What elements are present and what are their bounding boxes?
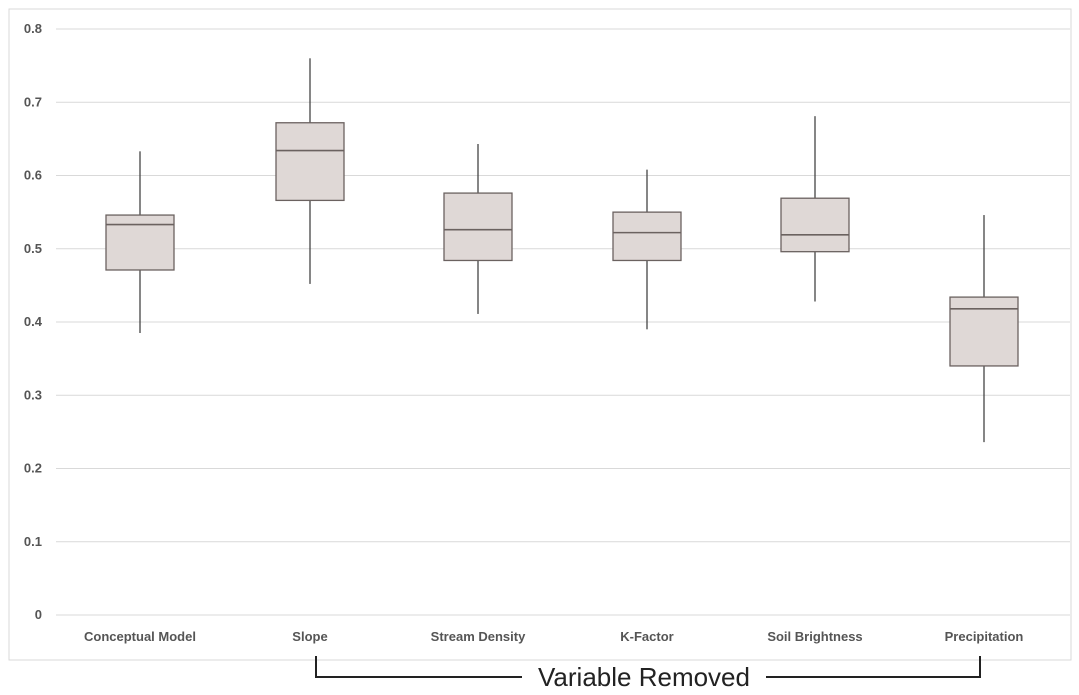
box bbox=[275, 122, 345, 202]
x-category-label: Soil Brightness bbox=[767, 629, 862, 644]
x-category-label: Slope bbox=[292, 629, 327, 644]
y-tick-label: 0.8 bbox=[24, 21, 42, 36]
box bbox=[949, 296, 1019, 367]
bracket-annotation-label: Variable Removed bbox=[538, 662, 750, 690]
box bbox=[443, 192, 513, 262]
y-tick-label: 0.4 bbox=[24, 314, 43, 329]
x-category-label: Stream Density bbox=[431, 629, 526, 644]
chart-border bbox=[8, 8, 1072, 661]
box bbox=[612, 211, 682, 262]
y-tick-label: 0.6 bbox=[24, 168, 42, 183]
box bbox=[780, 197, 850, 253]
box bbox=[105, 214, 175, 271]
y-tick-label: 0.3 bbox=[24, 387, 42, 402]
y-tick-label: 0.5 bbox=[24, 241, 42, 256]
y-tick-label: 0.1 bbox=[24, 534, 42, 549]
x-category-label: K-Factor bbox=[620, 629, 673, 644]
bracket-right bbox=[766, 656, 981, 678]
bracket-left bbox=[315, 656, 522, 678]
x-category-label: Precipitation bbox=[945, 629, 1024, 644]
x-category-label: Conceptual Model bbox=[84, 629, 196, 644]
y-tick-label: 0 bbox=[35, 607, 42, 622]
y-tick-label: 0.7 bbox=[24, 94, 42, 109]
y-tick-label: 0.2 bbox=[24, 461, 42, 476]
